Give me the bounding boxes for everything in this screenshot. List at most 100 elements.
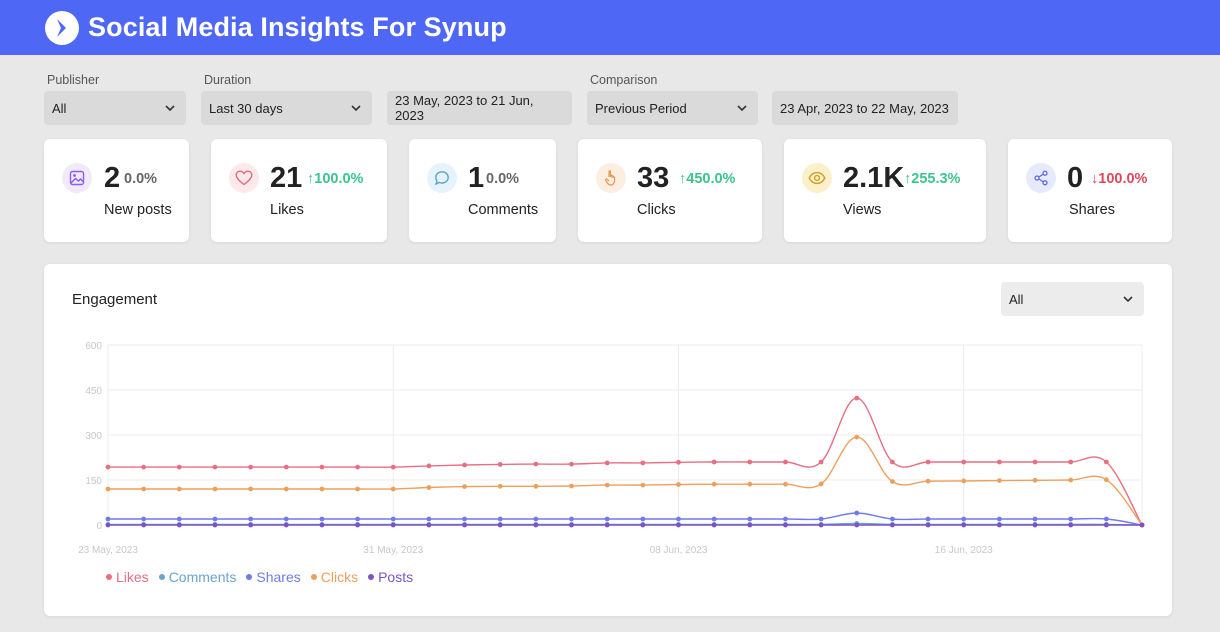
data-point-clicks[interactable]	[783, 481, 788, 487]
data-point-shares[interactable]	[996, 516, 1002, 522]
data-point-shares[interactable]	[569, 516, 574, 522]
data-point-posts[interactable]	[711, 522, 717, 528]
data-point-shares[interactable]	[1068, 516, 1074, 522]
data-point-clicks[interactable]	[462, 484, 467, 489]
data-point-posts[interactable]	[533, 522, 539, 528]
data-point-clicks[interactable]	[711, 481, 717, 487]
data-point-clicks[interactable]	[961, 478, 967, 484]
data-point-clicks[interactable]	[105, 486, 111, 492]
data-point-posts[interactable]	[105, 522, 111, 528]
data-point-posts[interactable]	[747, 522, 753, 528]
data-point-clicks[interactable]	[426, 485, 432, 490]
data-point-shares[interactable]	[319, 516, 325, 522]
data-point-shares[interactable]	[890, 516, 895, 522]
data-point-shares[interactable]	[141, 516, 147, 522]
data-point-posts[interactable]	[676, 522, 681, 528]
data-point-likes[interactable]	[604, 460, 610, 466]
data-point-posts[interactable]	[996, 522, 1002, 528]
data-point-shares[interactable]	[854, 510, 860, 516]
data-point-posts[interactable]	[355, 522, 360, 528]
data-point-shares[interactable]	[355, 516, 360, 522]
data-point-clicks[interactable]	[854, 434, 860, 440]
data-point-likes[interactable]	[462, 462, 467, 468]
data-point-posts[interactable]	[1103, 522, 1109, 528]
engagement-filter-select[interactable]: All	[1001, 282, 1144, 316]
data-point-posts[interactable]	[212, 522, 218, 528]
data-point-likes[interactable]	[676, 459, 681, 465]
data-point-posts[interactable]	[783, 522, 788, 528]
data-point-posts[interactable]	[1032, 522, 1038, 528]
publisher-select[interactable]: All	[44, 91, 186, 125]
data-point-likes[interactable]	[248, 464, 254, 470]
duration-select[interactable]: Last 30 days	[201, 91, 372, 125]
data-point-likes[interactable]	[925, 459, 931, 465]
data-point-clicks[interactable]	[818, 481, 824, 487]
data-point-posts[interactable]	[390, 522, 396, 528]
data-point-likes[interactable]	[141, 464, 147, 470]
data-point-posts[interactable]	[462, 522, 467, 528]
data-point-posts[interactable]	[141, 522, 147, 528]
data-point-shares[interactable]	[283, 516, 289, 522]
data-point-shares[interactable]	[212, 516, 218, 522]
data-point-likes[interactable]	[783, 459, 788, 465]
data-point-posts[interactable]	[854, 522, 860, 528]
data-point-clicks[interactable]	[176, 486, 182, 492]
data-point-posts[interactable]	[283, 522, 289, 528]
data-point-posts[interactable]	[818, 522, 824, 528]
data-point-posts[interactable]	[1068, 522, 1074, 528]
data-point-posts[interactable]	[1139, 522, 1145, 528]
data-point-shares[interactable]	[676, 516, 681, 522]
data-point-shares[interactable]	[390, 516, 396, 522]
data-point-likes[interactable]	[854, 395, 860, 401]
legend-item-shares[interactable]: Shares	[246, 569, 301, 585]
data-point-likes[interactable]	[1032, 459, 1038, 465]
data-point-posts[interactable]	[569, 522, 574, 528]
data-point-shares[interactable]	[604, 516, 610, 522]
data-point-likes[interactable]	[390, 464, 396, 470]
data-point-clicks[interactable]	[355, 486, 360, 492]
data-point-clicks[interactable]	[283, 486, 289, 492]
data-point-likes[interactable]	[747, 459, 753, 465]
data-point-clicks[interactable]	[497, 483, 503, 489]
data-point-likes[interactable]	[640, 460, 646, 466]
comparison-range-picker[interactable]: 23 Apr, 2023 to 22 May, 2023	[772, 91, 958, 125]
legend-item-posts[interactable]: Posts	[368, 569, 413, 585]
data-point-clicks[interactable]	[890, 479, 895, 484]
data-point-posts[interactable]	[319, 522, 325, 528]
data-point-shares[interactable]	[961, 516, 967, 522]
data-point-posts[interactable]	[890, 522, 895, 528]
data-point-likes[interactable]	[533, 461, 539, 467]
data-point-clicks[interactable]	[1103, 477, 1109, 483]
data-point-clicks[interactable]	[676, 482, 681, 487]
data-point-clicks[interactable]	[604, 482, 610, 488]
data-point-likes[interactable]	[569, 461, 574, 467]
data-point-likes[interactable]	[996, 459, 1002, 465]
data-point-shares[interactable]	[105, 516, 111, 522]
data-point-clicks[interactable]	[319, 486, 325, 492]
data-point-clicks[interactable]	[569, 483, 574, 489]
data-point-clicks[interactable]	[1032, 477, 1038, 483]
data-point-likes[interactable]	[818, 459, 824, 465]
data-point-posts[interactable]	[426, 522, 432, 528]
data-point-shares[interactable]	[497, 516, 503, 522]
data-point-posts[interactable]	[604, 522, 610, 528]
data-point-clicks[interactable]	[747, 481, 753, 487]
data-point-shares[interactable]	[176, 516, 182, 522]
data-point-clicks[interactable]	[1068, 477, 1074, 483]
data-point-clicks[interactable]	[248, 486, 254, 492]
data-point-clicks[interactable]	[640, 482, 646, 488]
data-point-shares[interactable]	[711, 516, 717, 522]
data-point-shares[interactable]	[248, 516, 254, 522]
data-point-shares[interactable]	[925, 516, 931, 522]
data-point-likes[interactable]	[961, 459, 967, 465]
data-point-clicks[interactable]	[390, 486, 396, 492]
data-point-likes[interactable]	[890, 459, 895, 465]
legend-item-clicks[interactable]: Clicks	[310, 569, 358, 585]
data-point-shares[interactable]	[783, 516, 788, 522]
data-point-likes[interactable]	[1103, 459, 1109, 465]
data-point-shares[interactable]	[462, 516, 467, 522]
data-point-likes[interactable]	[283, 464, 289, 470]
data-point-shares[interactable]	[426, 516, 432, 522]
data-point-shares[interactable]	[1032, 516, 1038, 522]
data-point-shares[interactable]	[818, 516, 824, 522]
